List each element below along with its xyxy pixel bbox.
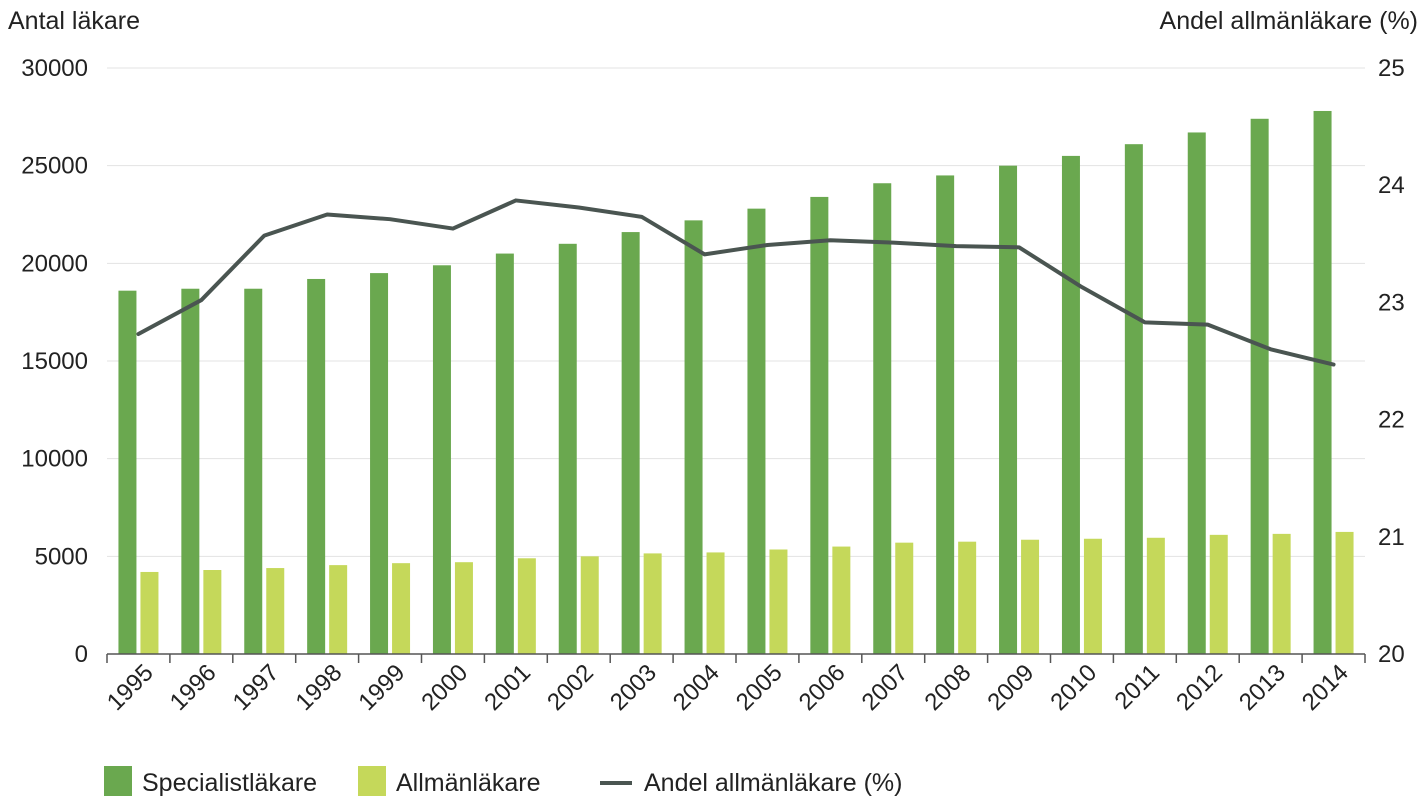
- x-tick-label: 2013: [1234, 659, 1291, 716]
- general-practitioner-bar: [454, 562, 473, 654]
- x-tick-label: 2007: [857, 659, 914, 716]
- y-right-tick-label: 21: [1378, 524, 1405, 551]
- x-tick-label: 1995: [102, 659, 159, 716]
- x-tick-label: 2001: [479, 659, 536, 716]
- general-practitioner-bar: [1083, 538, 1102, 654]
- specialist-bar: [621, 232, 640, 654]
- y-left-tick-label: 5000: [35, 543, 88, 570]
- x-tick-label: 1999: [353, 659, 410, 716]
- y-right-axis-title: Andel allmänläkare (%): [1160, 7, 1418, 35]
- y-right-tick-label: 22: [1378, 407, 1405, 434]
- specialist-bar: [1187, 132, 1206, 654]
- legend-label: Andel allmänläkare (%): [644, 769, 902, 797]
- general-practitioner-bar: [958, 541, 977, 654]
- x-axis: 1995 1996 1997 1998 1999 2000 2001 2002 2003 2004…: [102, 653, 1366, 716]
- specialist-bar: [370, 273, 389, 654]
- specialist-bar: [432, 265, 451, 654]
- gridlines: [107, 67, 1365, 557]
- specialist-bar: [1250, 118, 1269, 654]
- y-right-tick-label: 25: [1378, 55, 1405, 82]
- y-left-axis-title: Antal läkare: [8, 7, 140, 35]
- general-practitioner-bar: [580, 556, 599, 654]
- y-left-tick-label: 20000: [21, 250, 88, 277]
- y-left-ticks: 0 5000 10000 15000 20000 25000 30000: [21, 55, 88, 668]
- specialist-bar: [118, 290, 137, 654]
- legend: Specialistläkare Allmänläkare Andel allmän…: [104, 766, 902, 797]
- general-practitioner-bar: [1272, 533, 1291, 654]
- share-line-layer: [136, 198, 1336, 367]
- general-practitioner-bar: [203, 570, 222, 654]
- share-line: [136, 198, 1336, 367]
- general-practitioner-bar: [140, 571, 159, 654]
- general-practitioner-bar: [266, 568, 285, 654]
- specialist-bar: [1061, 155, 1080, 654]
- specialist-bar: [1313, 110, 1332, 655]
- y-left-tick-label: 25000: [21, 153, 88, 180]
- general-practitioner-bar: [1146, 537, 1165, 654]
- specialist-bar: [558, 243, 577, 655]
- x-tick-label: 1998: [291, 659, 348, 716]
- legend-swatch-specialist: [104, 766, 132, 796]
- general-practitioner-bar: [1209, 534, 1228, 654]
- general-practitioner-bar: [832, 546, 851, 654]
- general-practitioner-bar: [769, 549, 788, 654]
- specialist-bar: [810, 196, 829, 655]
- x-tick-label: 2008: [920, 659, 977, 716]
- x-tick-label: 2014: [1297, 659, 1354, 716]
- y-left-tick-label: 10000: [21, 446, 88, 473]
- specialist-bar: [1124, 144, 1143, 654]
- legend-swatch-general: [358, 766, 386, 796]
- x-tick-label: 2004: [668, 659, 725, 716]
- specialist-bar: [936, 175, 955, 654]
- x-tick-label: 2002: [542, 659, 599, 716]
- specialist-bar: [244, 288, 263, 654]
- general-practitioner-bar: [517, 558, 536, 654]
- x-tick-label: 2012: [1171, 659, 1228, 716]
- specialist-bar: [684, 220, 703, 655]
- x-tick-label: 2003: [605, 659, 662, 716]
- general-practitioner-bar: [1021, 539, 1040, 654]
- legend-label: Allmänläkare: [396, 769, 541, 797]
- general-practitioner-bar: [392, 563, 411, 654]
- general-practitioner-bar: [643, 553, 662, 654]
- specialist-bar: [307, 278, 326, 654]
- specialist-bar: [873, 183, 892, 654]
- y-right-ticks: 20 21 22 23 24 25: [1378, 55, 1405, 668]
- general-practitioner-bar: [706, 552, 725, 654]
- x-tick-label: 2006: [794, 659, 851, 716]
- x-tick-label: 2011: [1110, 659, 1166, 715]
- x-tick-label: 2010: [1045, 659, 1102, 716]
- legend-label: Specialistläkare: [142, 769, 317, 797]
- specialist-bar: [747, 208, 766, 654]
- y-left-tick-label: 30000: [21, 55, 88, 82]
- y-right-tick-label: 23: [1378, 289, 1405, 316]
- y-right-tick-label: 20: [1378, 641, 1405, 668]
- y-right-tick-label: 24: [1378, 172, 1405, 199]
- specialist-bar: [999, 165, 1018, 654]
- general-practitioner-bar: [895, 542, 914, 654]
- x-tick-label: 2009: [982, 659, 1039, 716]
- x-tick-label: 2005: [731, 659, 788, 716]
- bars: [118, 110, 1354, 655]
- x-tick-label: 2000: [416, 659, 473, 716]
- specialist-bar: [181, 288, 200, 654]
- x-tick-label: 1996: [165, 659, 222, 716]
- general-practitioner-bar: [1335, 531, 1354, 654]
- y-left-tick-label: 0: [75, 641, 88, 668]
- x-tick-label: 1997: [228, 659, 285, 716]
- general-practitioner-bar: [329, 565, 348, 654]
- specialist-bar: [495, 253, 514, 655]
- y-left-tick-label: 15000: [21, 348, 88, 375]
